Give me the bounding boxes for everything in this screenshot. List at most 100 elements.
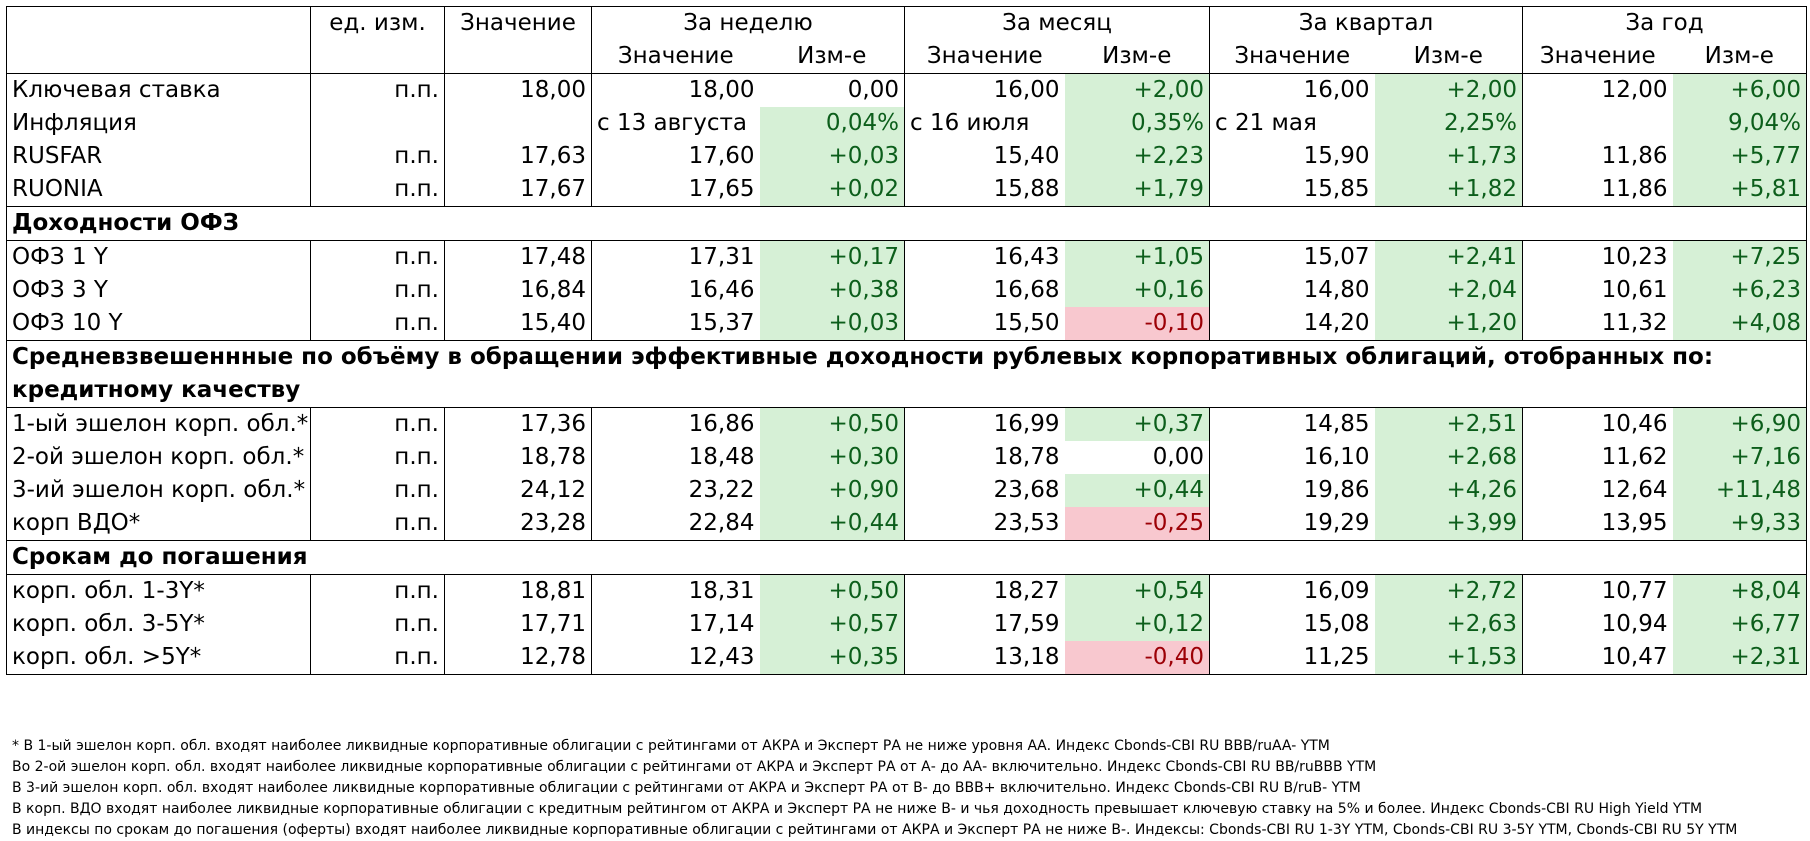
period-value: с 13 августа (591, 107, 760, 140)
period-change: +0,44 (1064, 474, 1210, 507)
footnotes: * В 1-ый эшелон корп. обл. входят наибол… (12, 736, 1810, 841)
period-change: +0,37 (1064, 407, 1210, 441)
row-value: 17,48 (444, 240, 592, 274)
period-change: -0,40 (1064, 641, 1210, 675)
period-change: +2,31 (1672, 641, 1808, 675)
row-name: ОФЗ 1 Y (6, 240, 311, 274)
row-name: Инфляция (6, 107, 311, 140)
period-change: +0,54 (1064, 574, 1210, 608)
row-name: 1-ый эшелон корп. обл.* (6, 407, 311, 441)
period-value: 17,59 (904, 608, 1065, 641)
table-row: корп. обл. 1-3Y* п.п. 18,81 18,31 +0,50 18,27… (6, 574, 1808, 608)
period-change: +11,48 (1672, 474, 1808, 507)
period-value: 11,25 (1209, 641, 1375, 675)
row-value: 24,12 (444, 474, 592, 507)
row-value (444, 107, 592, 140)
period-value: 15,50 (904, 307, 1065, 341)
period-value: 18,48 (591, 441, 760, 474)
period-value: 15,40 (904, 140, 1065, 173)
period-change: +6,23 (1672, 274, 1808, 307)
period-value: 16,09 (1209, 574, 1375, 608)
row-value: 18,00 (444, 73, 592, 107)
section-title: Средневзвешеннные по объёму в обращении … (5, 340, 1808, 374)
period-change: +6,90 (1672, 407, 1808, 441)
period-value: 15,07 (1209, 240, 1375, 274)
row-unit: п.п. (310, 574, 445, 608)
period-value: с 16 июля (904, 107, 1065, 140)
row-name: корп. обл. 3-5Y* (6, 608, 311, 641)
row-name: ОФЗ 10 Y (6, 307, 311, 341)
header-unit-cell-2 (310, 40, 445, 74)
period-change: +0,50 (759, 407, 905, 441)
period-change: +2,04 (1374, 274, 1523, 307)
header-name-cell (6, 6, 311, 40)
subheader-value: Значение (591, 40, 760, 74)
row-unit: п.п. (310, 140, 445, 173)
period-change: +1,05 (1064, 240, 1210, 274)
row-name: Ключевая ставка (6, 73, 311, 107)
table-row: RUSFAR п.п. 17,63 17,60 +0,03 15,40 +2,23 15,90… (6, 140, 1808, 173)
period-value: 14,85 (1209, 407, 1375, 441)
period-change: +5,77 (1672, 140, 1808, 173)
period-value: 18,00 (591, 73, 760, 107)
period-change: +2,72 (1374, 574, 1523, 608)
period-value: 17,65 (591, 173, 760, 207)
period-value: 10,47 (1522, 641, 1673, 675)
section-title-row: Доходности ОФЗ (5, 206, 1808, 241)
period-change: +7,16 (1672, 441, 1808, 474)
period-change: 0,35% (1064, 107, 1210, 140)
section-title: Доходности ОФЗ (5, 206, 1808, 241)
period-change: +2,68 (1374, 441, 1523, 474)
period-value: 14,80 (1209, 274, 1375, 307)
period-change: +2,51 (1374, 407, 1523, 441)
period-value: 16,86 (591, 407, 760, 441)
period-value: 16,10 (1209, 441, 1375, 474)
period-value: 16,46 (591, 274, 760, 307)
period-value: 18,78 (904, 441, 1065, 474)
section-subtitle: кредитному качеству (5, 374, 1808, 408)
row-value: 16,84 (444, 274, 592, 307)
footnote-line: В корп. ВДО входят наиболее ликвидные ко… (12, 801, 1703, 817)
period-change: 9,04% (1672, 107, 1808, 140)
table-row: корп ВДО* п.п. 23,28 22,84 +0,44 23,53 -0,25 19… (6, 507, 1808, 541)
section-title: Срокам до погашения (5, 540, 1808, 575)
footnote-line: В индексы по срокам до погашения (оферты… (12, 822, 1738, 838)
period-value: 16,00 (904, 73, 1065, 107)
table-row: 3-ий эшелон корп. обл.* п.п. 24,12 23,22 +0,… (6, 474, 1808, 507)
row-name: RUONIA (6, 173, 311, 207)
period-value: 15,37 (591, 307, 760, 341)
period-value: 17,14 (591, 608, 760, 641)
row-name: ОФЗ 3 Y (6, 274, 311, 307)
row-unit: п.п. (310, 73, 445, 107)
row-name: RUSFAR (6, 140, 311, 173)
period-change: 2,25% (1374, 107, 1523, 140)
period-value: 13,95 (1522, 507, 1673, 541)
row-value: 18,78 (444, 441, 592, 474)
row-unit: п.п. (310, 407, 445, 441)
header-period-year: За год (1522, 6, 1808, 40)
row-unit: п.п. (310, 474, 445, 507)
row-name: корп ВДО* (6, 507, 311, 541)
period-change: +2,00 (1064, 73, 1210, 107)
period-value (1522, 107, 1673, 140)
row-value: 17,67 (444, 173, 592, 207)
section-subtitle-row: кредитному качеству (5, 374, 1808, 408)
section-title-row: Средневзвешеннные по объёму в обращении … (5, 340, 1808, 374)
period-change: +0,57 (759, 608, 905, 641)
period-value: 19,86 (1209, 474, 1375, 507)
period-value: 17,31 (591, 240, 760, 274)
period-change: +2,63 (1374, 608, 1523, 641)
period-value: 19,29 (1209, 507, 1375, 541)
period-value: 16,68 (904, 274, 1065, 307)
period-value: 10,77 (1522, 574, 1673, 608)
period-change: +6,77 (1672, 608, 1808, 641)
table-row: RUONIA п.п. 17,67 17,65 +0,02 15,88 +1,79 15,85… (6, 173, 1808, 207)
header-row-1: ед. изм. Значение За неделю За месяц За … (6, 6, 1808, 40)
period-change: +0,38 (759, 274, 905, 307)
subheader-change: Изм-е (1064, 40, 1210, 74)
period-value: 15,08 (1209, 608, 1375, 641)
subheader-change: Изм-е (1374, 40, 1523, 74)
table-row: 1-ый эшелон корп. обл.* п.п. 17,36 16,86 +0,… (6, 407, 1808, 441)
period-value: 11,86 (1522, 140, 1673, 173)
